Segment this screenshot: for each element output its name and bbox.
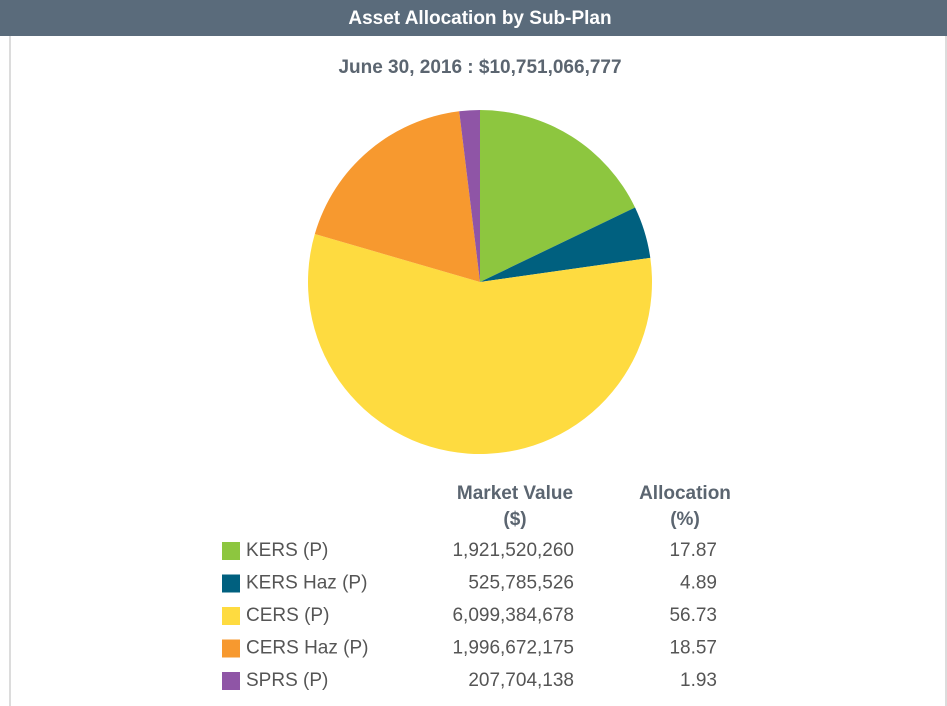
allocation-value: 1.93: [680, 670, 717, 691]
market-value: 1,921,520,260: [452, 540, 574, 561]
legend-label: KERS Haz (P): [246, 573, 367, 594]
legend-label: SPRS (P): [246, 670, 328, 691]
pie-slice: [314, 111, 480, 282]
legend-label: CERS Haz (P): [246, 638, 368, 659]
chart-subtitle: June 30, 2016 : $10,751,066,777: [338, 57, 621, 78]
column-header: Market Value: [457, 483, 573, 504]
header-bar: [0, 0, 947, 36]
allocation-value: 56.73: [669, 605, 717, 626]
market-value: 207,704,138: [468, 670, 574, 691]
pie-slice: [308, 234, 652, 454]
legend-swatch: [222, 607, 240, 625]
legend-swatch: [222, 542, 240, 560]
allocation-value: 17.87: [669, 540, 717, 561]
pie-slice: [480, 110, 636, 282]
allocation-value: 4.89: [680, 573, 717, 594]
legend-label: KERS (P): [246, 540, 328, 561]
legend-swatch: [222, 672, 240, 690]
column-header: ($): [503, 509, 526, 530]
pie-slice: [459, 110, 480, 282]
market-value: 1,996,672,175: [452, 638, 574, 659]
legend-label: CERS (P): [246, 605, 329, 626]
market-value: 525,785,526: [468, 573, 574, 594]
column-header: Allocation: [639, 483, 731, 504]
market-value: 6,099,384,678: [452, 605, 574, 626]
allocation-value: 18.57: [669, 638, 717, 659]
chart-title: Asset Allocation by Sub-Plan: [348, 8, 611, 29]
column-header: (%): [670, 509, 700, 530]
pie-slice: [480, 207, 651, 282]
legend-swatch: [222, 574, 240, 593]
legend-swatch: [222, 639, 240, 658]
